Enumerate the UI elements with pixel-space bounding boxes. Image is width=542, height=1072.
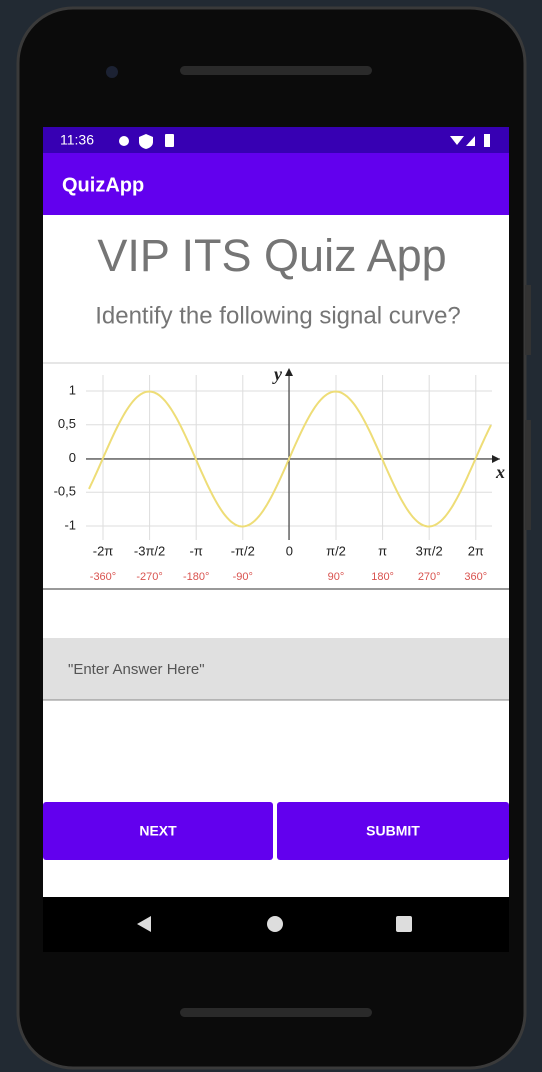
home-button[interactable]: [267, 916, 283, 932]
degree-label: -90°: [233, 571, 253, 583]
x-tick-label: 2π: [468, 543, 484, 558]
heading: VIP ITS Quiz App: [97, 230, 446, 281]
side-button: [525, 285, 531, 355]
speaker: [180, 66, 372, 75]
degree-label: 180°: [371, 571, 394, 583]
app-title: QuizApp: [62, 174, 144, 196]
degree-label: -180°: [183, 571, 209, 583]
y-tick-label: 0,5: [58, 416, 76, 431]
axis-label: x: [495, 462, 505, 482]
y-tick-label: 1: [69, 382, 76, 397]
status-icon: [119, 136, 129, 146]
speaker: [180, 1008, 372, 1017]
x-tick-label: -3π/2: [134, 543, 165, 558]
degree-label: 360°: [464, 571, 487, 583]
y-tick-label: -0,5: [54, 484, 76, 499]
x-tick-label: π: [378, 543, 387, 558]
degree-label: -270°: [136, 571, 162, 583]
status-icon: [165, 134, 174, 147]
x-tick-label: 3π/2: [416, 543, 443, 558]
degree-label: 90°: [328, 571, 345, 583]
input-hint: "Enter Answer Here": [68, 661, 205, 678]
recents-button[interactable]: [396, 916, 412, 932]
x-tick-label: 0: [286, 543, 293, 558]
x-tick-label: π/2: [326, 543, 346, 558]
side-button: [525, 420, 531, 530]
screen: 11:36 QuizApp VIP ITS Quiz App Identify …: [0, 0, 542, 1072]
battery-icon: [484, 134, 490, 147]
status-bar: [43, 127, 509, 153]
y-tick-label: 0: [69, 450, 76, 465]
y-tick-label: -1: [64, 517, 76, 532]
x-tick-label: -2π: [93, 543, 114, 558]
x-tick-label: -π/2: [231, 543, 255, 558]
axis-label: y: [272, 364, 283, 384]
x-tick-label: -π: [190, 543, 203, 558]
button-label: NEXT: [139, 823, 177, 839]
button-label: SUBMIT: [366, 823, 420, 839]
degree-label: 270°: [418, 571, 441, 583]
question: Identify the following signal curve?: [95, 302, 461, 329]
status-time: 11:36: [60, 132, 94, 148]
camera: [106, 66, 118, 78]
degree-label: -360°: [90, 571, 116, 583]
